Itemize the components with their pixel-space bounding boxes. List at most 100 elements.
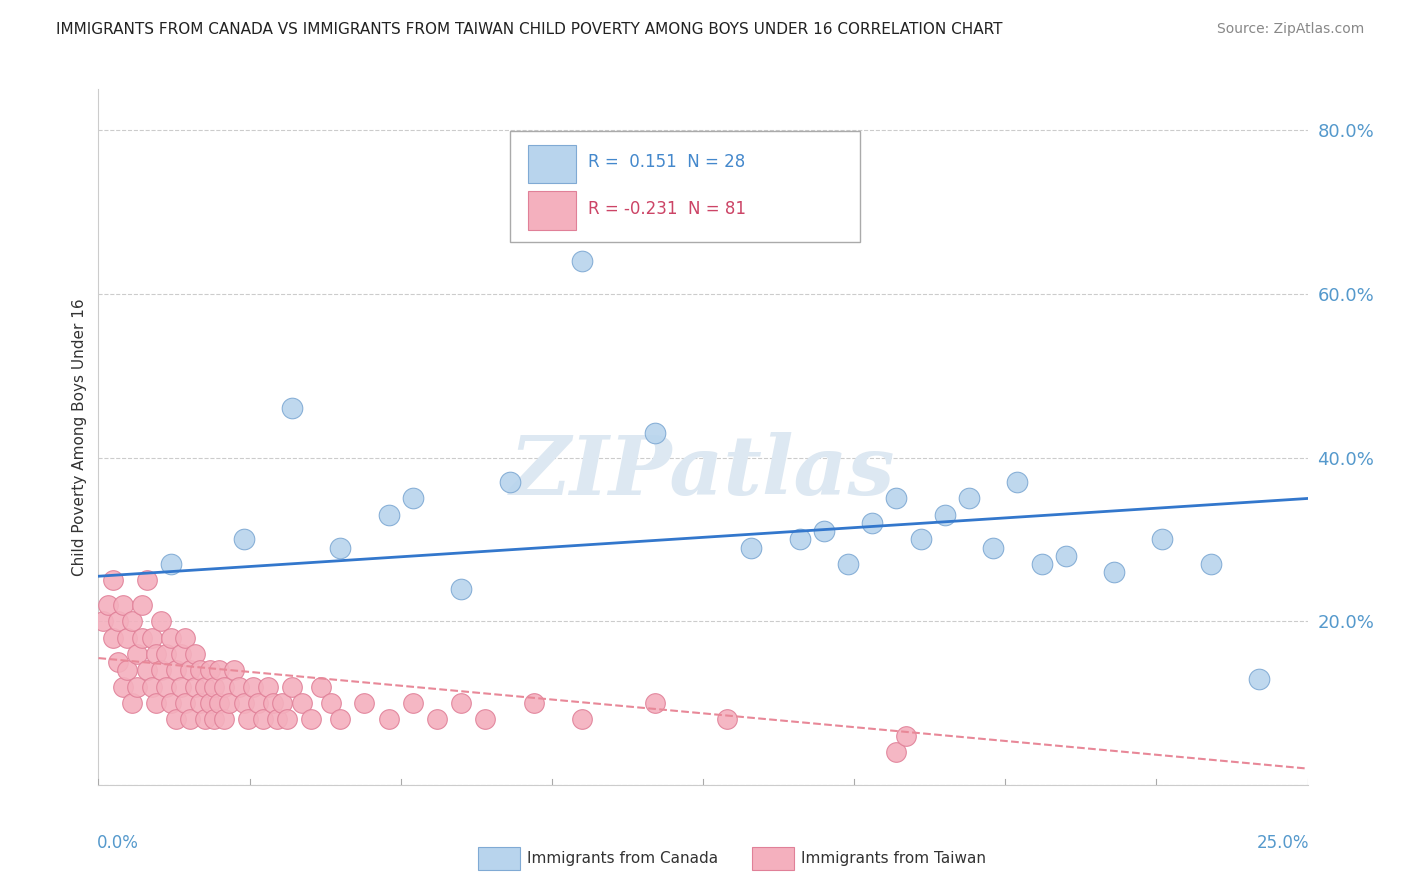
Point <box>329 541 352 555</box>
Point <box>169 680 191 694</box>
Point <box>208 696 231 710</box>
Point <box>276 713 298 727</box>
Point <box>1007 475 1029 489</box>
Point <box>194 713 217 727</box>
Point <box>184 680 207 694</box>
Point <box>179 713 201 727</box>
Point <box>184 647 207 661</box>
Point <box>238 713 260 727</box>
Point <box>218 696 240 710</box>
Point <box>131 631 153 645</box>
Point <box>111 598 134 612</box>
Point <box>247 696 270 710</box>
Point <box>165 664 187 678</box>
FancyBboxPatch shape <box>527 145 576 183</box>
FancyBboxPatch shape <box>509 131 860 243</box>
Point <box>198 664 221 678</box>
Point <box>450 696 472 710</box>
Point <box>160 557 183 571</box>
Point <box>281 680 304 694</box>
Point <box>571 713 593 727</box>
Point <box>1102 565 1125 579</box>
Text: R =  0.151  N = 28: R = 0.151 N = 28 <box>588 153 745 171</box>
Point <box>957 491 980 506</box>
Point <box>402 696 425 710</box>
Point <box>204 680 226 694</box>
Point <box>212 680 235 694</box>
Point <box>165 713 187 727</box>
Point <box>353 696 375 710</box>
Point <box>101 631 124 645</box>
Point <box>107 614 129 628</box>
Point <box>121 614 143 628</box>
Point <box>97 598 120 612</box>
Point <box>179 664 201 678</box>
Point <box>498 475 520 489</box>
Point <box>271 696 294 710</box>
Point <box>377 508 399 522</box>
Point <box>127 647 149 661</box>
Point <box>426 713 449 727</box>
Point <box>91 614 114 628</box>
Point <box>329 713 352 727</box>
Point <box>299 713 322 727</box>
Point <box>135 574 157 588</box>
Text: Source: ZipAtlas.com: Source: ZipAtlas.com <box>1216 22 1364 37</box>
Point <box>716 713 738 727</box>
Point <box>252 713 274 727</box>
Point <box>155 647 177 661</box>
Point <box>150 614 173 628</box>
Point <box>256 680 278 694</box>
Point <box>160 696 183 710</box>
Point <box>135 664 157 678</box>
Point <box>474 713 496 727</box>
Point <box>319 696 342 710</box>
Point <box>198 696 221 710</box>
Point <box>813 524 835 539</box>
Point <box>194 680 217 694</box>
Point <box>141 680 163 694</box>
Point <box>169 647 191 661</box>
Point <box>127 680 149 694</box>
Point <box>1031 557 1053 571</box>
Point <box>145 647 167 661</box>
Text: IMMIGRANTS FROM CANADA VS IMMIGRANTS FROM TAIWAN CHILD POVERTY AMONG BOYS UNDER : IMMIGRANTS FROM CANADA VS IMMIGRANTS FRO… <box>56 22 1002 37</box>
Point <box>188 664 211 678</box>
Point <box>188 696 211 710</box>
Point <box>262 696 284 710</box>
Point <box>309 680 332 694</box>
Point <box>242 680 264 694</box>
Point <box>402 491 425 506</box>
Text: R = -0.231  N = 81: R = -0.231 N = 81 <box>588 200 747 218</box>
Point <box>150 664 173 678</box>
Text: ZIPatlas: ZIPatlas <box>510 432 896 512</box>
Point <box>377 713 399 727</box>
Point <box>523 696 546 710</box>
Point <box>101 574 124 588</box>
Point <box>523 164 546 178</box>
Y-axis label: Child Poverty Among Boys Under 16: Child Poverty Among Boys Under 16 <box>72 298 87 576</box>
Point <box>155 680 177 694</box>
Point <box>145 696 167 710</box>
Point <box>174 631 197 645</box>
Text: Immigrants from Canada: Immigrants from Canada <box>527 851 718 865</box>
Point <box>886 491 908 506</box>
Point <box>837 557 859 571</box>
Point <box>894 729 917 743</box>
Point <box>121 696 143 710</box>
Point <box>981 541 1004 555</box>
Point <box>117 664 139 678</box>
Point <box>131 598 153 612</box>
Text: 0.0%: 0.0% <box>97 834 139 852</box>
Point <box>934 508 956 522</box>
Point <box>107 655 129 669</box>
Text: Immigrants from Taiwan: Immigrants from Taiwan <box>801 851 987 865</box>
Point <box>141 631 163 645</box>
Point <box>644 696 666 710</box>
Point <box>450 582 472 596</box>
Point <box>117 631 139 645</box>
Point <box>222 664 245 678</box>
Text: 25.0%: 25.0% <box>1257 834 1309 852</box>
Point <box>204 713 226 727</box>
Point <box>266 713 288 727</box>
